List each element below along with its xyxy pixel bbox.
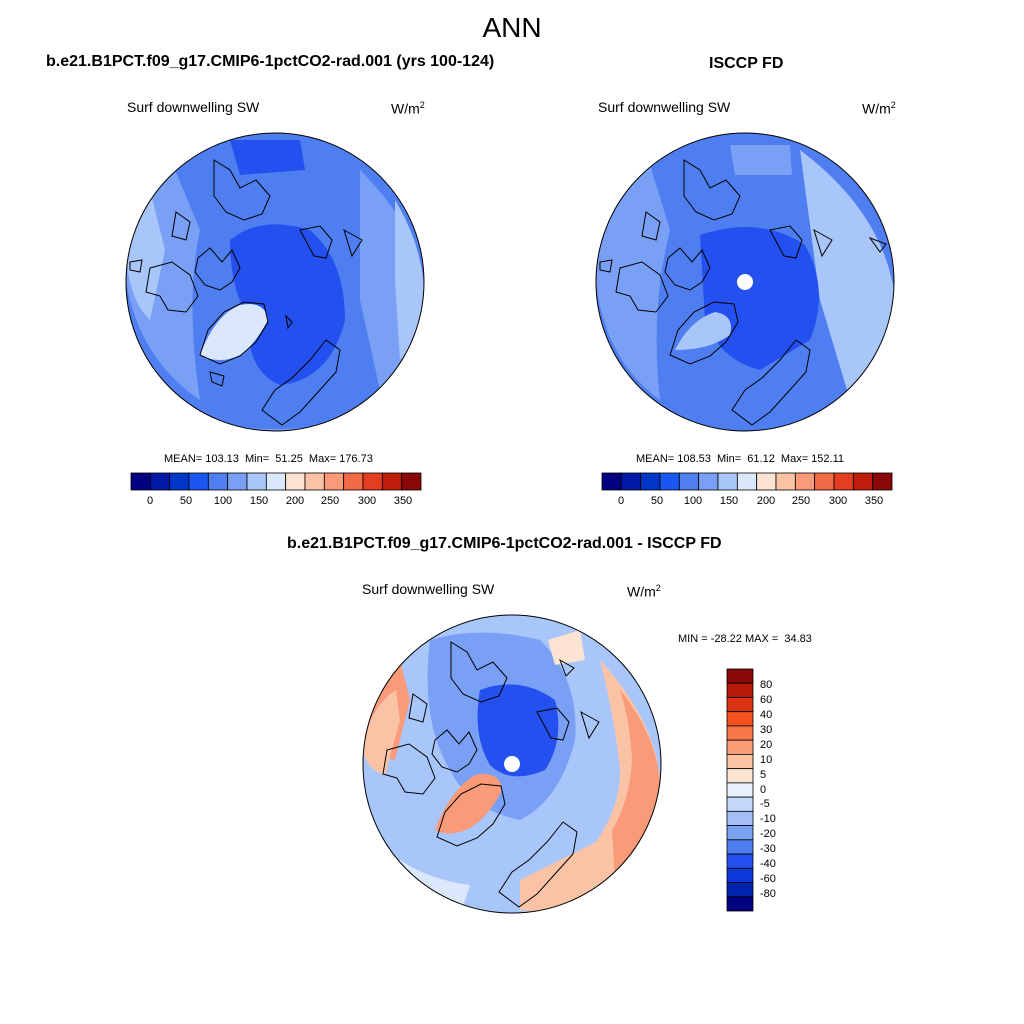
colorbar-swatch: [726, 810, 754, 826]
panel2-tick-label: 250: [791, 495, 811, 507]
panel1-title: b.e21.B1PCT.f09_g17.CMIP6-1pctCO2-rad.00…: [46, 53, 495, 70]
panel1-colorbar: [130, 472, 422, 491]
panel2-coastlines: [599, 159, 887, 426]
panel2-tick-label: 200: [756, 495, 776, 507]
panel3-units: W/m2: [627, 583, 661, 600]
panel3-pole-hole: [504, 756, 520, 772]
panel2-field-greenland: [675, 312, 731, 350]
colorbar-swatch: [726, 697, 754, 713]
panel3-tick-label: 10: [760, 754, 773, 766]
colorbar-swatch: [726, 853, 754, 869]
panel1-tick-label: 200: [285, 495, 305, 507]
panel1-field-top: [230, 140, 305, 175]
panel1-units: W/m2: [391, 100, 425, 117]
panel1-tick-label: 100: [213, 495, 233, 507]
colorbar-swatch: [726, 725, 754, 741]
panel1-tick-label: 150: [249, 495, 269, 507]
panel3-field-pole: [477, 684, 559, 777]
colorbar-swatch: [726, 682, 754, 698]
panel3-field-west-edge: [363, 690, 400, 775]
panel3-map-border: [362, 614, 662, 914]
panel2-map-border: [595, 132, 895, 432]
panel3-tick-label: -20: [760, 828, 776, 840]
panel3-variable-label: Surf downwelling SW: [362, 581, 495, 597]
panel3-tick-label: -5: [760, 798, 770, 810]
panel1-tick-label: 250: [320, 495, 340, 507]
colorbar-swatch: [726, 739, 754, 755]
colorbar-swatch: [726, 882, 754, 898]
colorbar-swatch: [401, 472, 422, 491]
panel3-coastlines: [382, 641, 600, 908]
panel3-tick-label: 0: [760, 784, 767, 796]
panel3-field-east-edge: [612, 690, 660, 880]
colorbar-swatch: [726, 839, 754, 855]
panel1-field-edge-east: [395, 200, 424, 360]
panel3-title: b.e21.B1PCT.f09_g17.CMIP6-1pctCO2-rad.00…: [287, 535, 722, 552]
colorbar-swatch: [726, 754, 754, 770]
panel3-stats: MIN = -28.22 MAX = 34.83: [678, 633, 812, 645]
panel3-field-north-pale: [548, 630, 585, 665]
panel1-tick-label: 350: [393, 495, 413, 507]
panel3-tick-label: 5: [760, 769, 767, 781]
panel3-tick-label: -10: [760, 813, 776, 825]
panel1-map-border: [125, 132, 425, 432]
panel3-tick-label: 20: [760, 739, 773, 751]
panel2-tick-label: 300: [828, 495, 848, 507]
panel2-pole-hole: [737, 274, 753, 290]
colorbar-swatch: [726, 782, 754, 798]
panel3-tick-label: -30: [760, 843, 776, 855]
panel3-tick-label: 60: [760, 694, 773, 706]
panel2-field-top: [730, 145, 792, 175]
panel3-colorbar: [726, 668, 754, 912]
panel2-field-right: [800, 150, 894, 400]
panel2-field-left: [596, 165, 670, 400]
colorbar-swatch: [726, 825, 754, 841]
panel1-field-pole: [230, 224, 345, 385]
panel2-tick-label: 50: [650, 495, 664, 507]
panel2-tick-label: 0: [617, 495, 625, 507]
colorbar-swatch: [872, 472, 893, 491]
panel1-tick-label: 0: [146, 495, 154, 507]
panel1-coastlines: [129, 159, 363, 426]
panel3-tick-label: -60: [760, 873, 776, 885]
panel3-tick-label: -40: [760, 858, 776, 870]
colorbar-swatch: [726, 796, 754, 812]
panel3-field-greenland: [435, 774, 502, 834]
panel2-variable-label: Surf downwelling SW: [598, 99, 731, 115]
panel2-tick-label: 100: [683, 495, 703, 507]
colorbar-swatch: [726, 768, 754, 784]
panel2-tick-label: 150: [719, 495, 739, 507]
panel1-tick-label: 50: [179, 495, 193, 507]
colorbar-swatch: [726, 867, 754, 883]
panel3-tick-label: -80: [760, 888, 776, 900]
panel2-title: ISCCP FD: [709, 55, 784, 72]
panel1-field-greenland: [200, 304, 268, 360]
panel2-colorbar: [601, 472, 893, 491]
panel1-variable-label: Surf downwelling SW: [127, 99, 260, 115]
main-title: ANN: [482, 12, 542, 43]
panel1-stats: MEAN= 103.13 Min= 51.25 Max= 176.73: [164, 453, 373, 465]
panel2-units: W/m2: [862, 100, 896, 117]
colorbar-swatch: [726, 711, 754, 727]
panel1-tick-label: 300: [357, 495, 377, 507]
panel2-stats: MEAN= 108.53 Min= 61.12 Max= 152.11: [636, 453, 845, 465]
colorbar-swatch: [726, 896, 754, 912]
colorbar-swatch: [726, 668, 754, 684]
panel2-tick-label: 350: [864, 495, 884, 507]
panel3-tick-label: 30: [760, 724, 773, 736]
panel3-tick-label: 40: [760, 709, 773, 721]
panel3-tick-label: 80: [760, 679, 773, 691]
